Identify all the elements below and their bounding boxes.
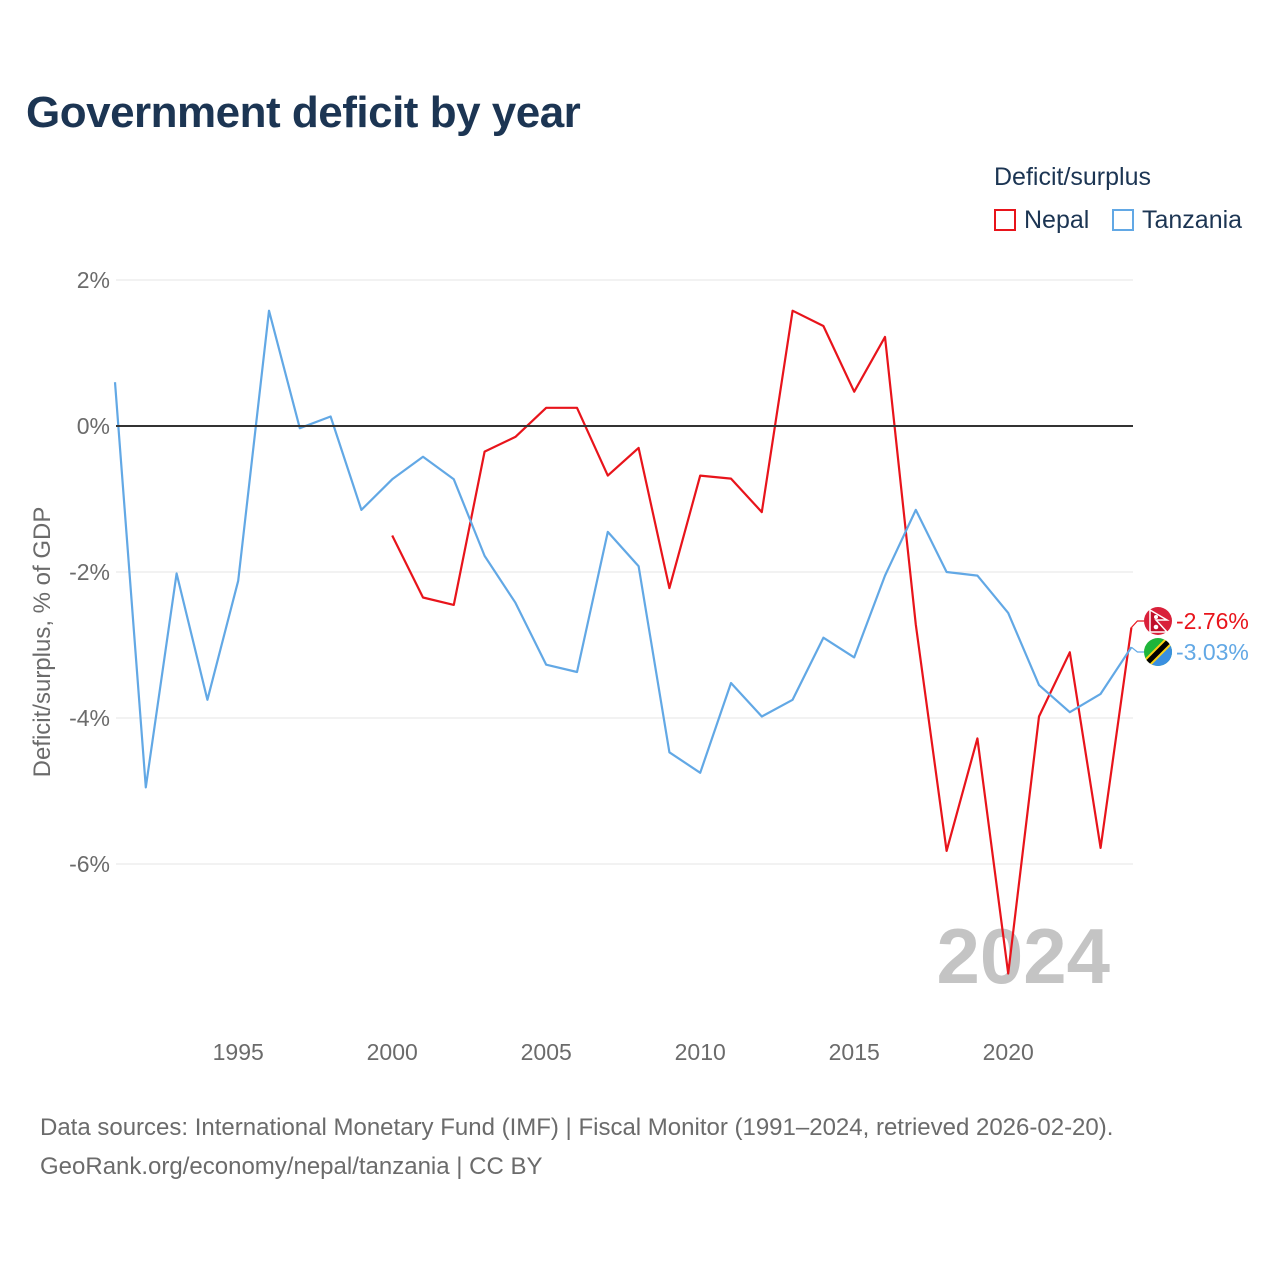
- end-label-connector: [1131, 646, 1144, 653]
- legend-label-nepal: Nepal: [1024, 205, 1090, 234]
- legend-item-tanzania[interactable]: Tanzania: [1112, 205, 1242, 235]
- legend-label-tanzania: Tanzania: [1142, 205, 1243, 234]
- watermark-layer: 2024: [936, 912, 1110, 1000]
- x-tick-label: 2010: [675, 1039, 726, 1065]
- y-tick-label: -6%: [69, 851, 110, 877]
- y-tick-label: -2%: [69, 559, 110, 585]
- credit-line[interactable]: GeoRank.org/economy/nepal/tanzania | CC …: [40, 1153, 543, 1180]
- y-tick-label: -4%: [69, 705, 110, 731]
- x-tick-label: 2015: [829, 1039, 880, 1065]
- end-value-label-tanzania: -3.03%: [1176, 639, 1249, 665]
- x-tick-label: 2000: [367, 1039, 418, 1065]
- source-note: Data sources: International Monetary Fun…: [40, 1108, 1113, 1186]
- nepal-flag-icon: [1144, 607, 1172, 635]
- source-line: Data sources: International Monetary Fun…: [40, 1114, 1114, 1141]
- x-tick-label: 2020: [983, 1039, 1034, 1065]
- y-tick-label: 0%: [77, 413, 110, 439]
- y-tick-label: 2%: [77, 267, 110, 293]
- axis-layer: 2% 0% -2% -4% -6% 1995 2000 2005 2010 2015 2020: [69, 267, 1133, 1065]
- end-value-label-nepal: -2.76%: [1176, 608, 1249, 634]
- nepal-flag-sun: [1153, 624, 1159, 630]
- end-label-layer: -2.76% -3.03%: [1130, 607, 1249, 666]
- legend-title: Deficit/surplus: [994, 163, 1151, 191]
- year-watermark: 2024: [936, 912, 1110, 1000]
- tanzania-flag-body: [1144, 638, 1172, 666]
- series-layer: [113, 309, 1133, 975]
- end-label-connector: [1130, 620, 1144, 628]
- legend-item-nepal[interactable]: Nepal: [994, 205, 1089, 235]
- tanzania-flag-icon: [1144, 638, 1172, 666]
- grid-layer: [116, 279, 1133, 865]
- legend-swatch-tanzania: [1112, 209, 1134, 231]
- y-axis-label: Deficit/surplus, % of GDP: [29, 507, 56, 778]
- series-line-nepal: [391, 309, 1133, 975]
- nepal-flag-moon: [1154, 615, 1158, 619]
- legend-swatch-nepal: [994, 209, 1016, 231]
- x-tick-label: 1995: [213, 1039, 264, 1065]
- chart-title: Government deficit by year: [26, 88, 581, 137]
- x-tick-label: 2005: [521, 1039, 572, 1065]
- series-line-tanzania: [113, 309, 1133, 789]
